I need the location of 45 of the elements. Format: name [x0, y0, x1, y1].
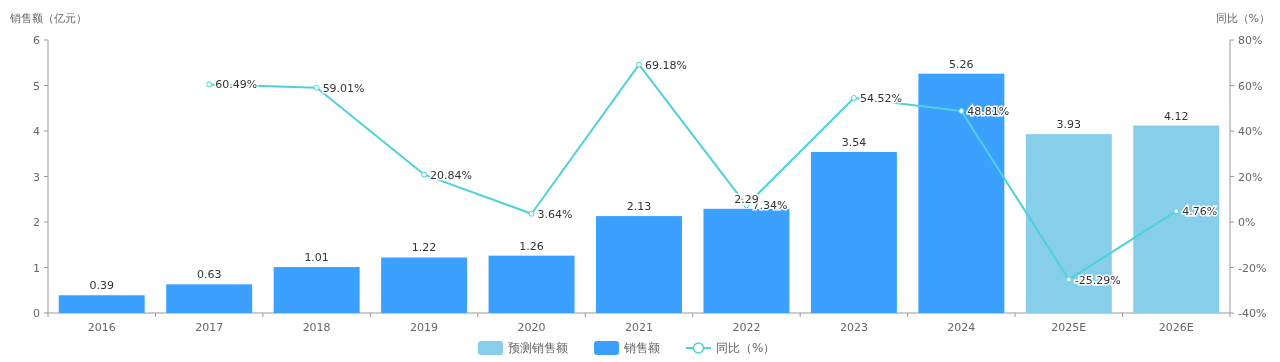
data-label: 0.63	[196, 268, 222, 282]
data-label: 4.76%	[1182, 205, 1218, 219]
y2-tick-label: 60%	[1238, 79, 1263, 93]
y-tick-label: 4	[33, 125, 40, 138]
y2-tick-label: -40%	[1238, 307, 1267, 320]
data-label: 1.01	[304, 251, 329, 265]
x-tick-label: 2017	[195, 321, 224, 334]
y-tick-label: 5	[33, 79, 40, 93]
data-label: 1.22	[411, 241, 437, 255]
x-tick-label: 2016	[87, 321, 116, 334]
y2-tick-label: 40%	[1238, 125, 1263, 138]
data-label: 69.18%	[645, 58, 687, 72]
y-tick-label: 2	[33, 216, 40, 229]
x-tick-label: 2019	[410, 321, 439, 334]
y2-tick-label: -20%	[1238, 261, 1267, 275]
data-label: 20.84%	[430, 168, 473, 182]
data-label: 0.39	[89, 279, 114, 293]
x-tick-label: 2026E	[1158, 321, 1194, 334]
data-label: 4.12	[1164, 109, 1189, 123]
x-tick-label: 2020	[517, 321, 546, 334]
y-tick-label: 0	[33, 307, 40, 320]
x-tick-label: 2022	[732, 321, 761, 334]
y2-axis-title: 同比（%）	[1215, 12, 1270, 25]
data-label: 2.13	[626, 200, 652, 214]
y2-tick-label: 80%	[1238, 34, 1263, 47]
x-tick-label: 2018	[302, 321, 331, 334]
data-label: 3.64%	[537, 207, 573, 221]
y-tick-label: 3	[33, 170, 40, 184]
y-axis-title: 销售额（亿元）	[9, 12, 87, 25]
x-tick-label: 2021	[625, 321, 653, 334]
legend-label: 预测销售额	[508, 341, 568, 355]
y2-tick-label: 0%	[1238, 216, 1256, 229]
data-label: 3.93	[1056, 118, 1082, 132]
x-tick-label: 2025E	[1051, 321, 1087, 334]
x-tick-label: 2023	[839, 321, 868, 334]
y-tick-label: 1	[33, 261, 40, 275]
y2-tick-label: 20%	[1238, 170, 1263, 184]
data-label: 5.26	[949, 57, 974, 71]
data-label: 3.54	[841, 135, 867, 149]
x-tick-label: 2024	[947, 321, 976, 334]
data-label: 1.26	[519, 239, 544, 253]
data-label: 59.01%	[322, 81, 365, 95]
legend-label: 销售额	[623, 341, 660, 355]
legend-label: 同比（%）	[716, 341, 776, 355]
y-tick-label: 6	[33, 34, 40, 47]
